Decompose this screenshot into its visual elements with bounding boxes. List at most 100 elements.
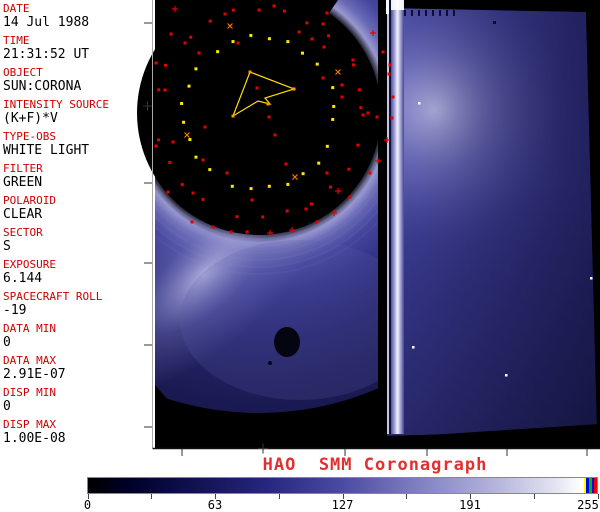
star-points (412, 102, 593, 377)
colorbar-flag-stripe (584, 478, 586, 493)
metadata-field: TYPE-OBS WHITE LIGHT (3, 130, 150, 162)
star (418, 102, 421, 105)
red-dot (183, 41, 187, 45)
orange-x-marker (184, 132, 190, 138)
red-dot (368, 171, 372, 175)
ring-dot (157, 88, 161, 92)
colorbar-tick (151, 494, 153, 499)
ring-dot (325, 144, 329, 148)
intensity-colorbar (87, 477, 598, 494)
colorbar-tick (406, 494, 408, 499)
red-dot (325, 11, 329, 15)
red-dot (391, 95, 395, 99)
ring-dot (331, 86, 335, 90)
ring-dot (267, 37, 271, 41)
field-label: DISP MAX (3, 418, 56, 431)
field-value: 14 Jul 1988 (3, 15, 90, 30)
red-dot (381, 50, 385, 54)
ring-dot (267, 184, 271, 188)
red-cross-marker (375, 158, 381, 164)
field-value: 0 (3, 335, 11, 350)
colorbar-tick (597, 494, 599, 499)
star (590, 277, 593, 280)
red-dot (166, 190, 170, 194)
metadata-field: TIME 21:31:52 UT (3, 34, 150, 66)
red-dot (361, 113, 365, 117)
orange-x-marker (227, 23, 233, 29)
red-dot (223, 12, 227, 16)
field-label: TIME (3, 34, 30, 47)
field-value: CLEAR (3, 207, 43, 222)
dust-blob (274, 327, 300, 357)
field-label: FILTER (3, 162, 43, 175)
image-axes (143, 0, 600, 456)
red-dot (245, 230, 249, 234)
ring-dot (359, 106, 363, 110)
ring-dot (286, 40, 290, 44)
ring-dot (317, 161, 321, 165)
diffuse-glow (180, 240, 385, 400)
metadata-field: DATA MAX 2.91E-07 (3, 354, 150, 386)
ring-dot (301, 172, 305, 176)
red-dot (321, 76, 325, 80)
dust-speck (268, 361, 272, 365)
red-dot (351, 58, 355, 62)
metadata-field: SECTOR S (3, 226, 150, 258)
photo-corner-lower-right (382, 424, 600, 448)
polygon-vertex-dot (266, 102, 270, 106)
red-dot (203, 125, 207, 129)
colorbar-tick (470, 494, 471, 499)
ring-dot (194, 155, 198, 159)
red-dot (273, 133, 277, 137)
red-dot (190, 220, 194, 224)
ring-dot (285, 209, 289, 213)
ring-dot (327, 34, 331, 38)
ring-dot (332, 104, 336, 108)
coronagraph-image-area (137, 0, 600, 458)
ring-dot (357, 88, 361, 92)
polygon-vertex-dot (292, 87, 296, 91)
field-label: DATA MAX (3, 354, 56, 367)
metadata-field: INTENSITY SOURCE (K+F)*V (3, 98, 150, 130)
ring-dot (187, 84, 191, 88)
red-dot (310, 37, 314, 41)
ring-dot (351, 63, 355, 67)
ring-dot (305, 21, 309, 25)
red-dot (340, 83, 344, 87)
colorbar-tick-label: 0 (83, 498, 92, 512)
colorbar-tick (215, 494, 216, 499)
field-label: SECTOR (3, 226, 43, 239)
red-dot (197, 51, 201, 55)
colorbar-tick-label: 63 (207, 498, 223, 512)
ring-dot (282, 9, 286, 13)
red-dot (236, 41, 240, 45)
polygon-vertex-dot (231, 114, 235, 118)
field-label: TYPE-OBS (3, 130, 56, 143)
ring-dot (231, 8, 235, 12)
ring-dot (310, 202, 313, 206)
metadata-field: DISP MIN 0 (3, 386, 150, 418)
red-dot (250, 198, 254, 202)
ring-dot (261, 215, 265, 219)
red-dot (211, 225, 215, 229)
red-dot (171, 140, 175, 144)
red-dot (154, 144, 158, 148)
metadata-field: OBJECT SUN:CORONA (3, 66, 150, 98)
field-label: SPACECRAFT ROLL (3, 290, 103, 303)
left-axis-cross (143, 101, 152, 111)
star (412, 346, 415, 349)
field-value: (K+F)*V (3, 111, 58, 126)
colorbar-tick (533, 494, 535, 499)
red-dot (225, 171, 229, 175)
colorbar-flag-stripe (592, 478, 594, 493)
field-label: INTENSITY SOURCE (3, 98, 109, 111)
field-value: WHITE LIGHT (3, 143, 90, 158)
red-dot (191, 191, 195, 195)
field-label: EXPOSURE (3, 258, 56, 271)
colorbar-tick (87, 494, 89, 499)
field-label: DATA MIN (3, 322, 56, 335)
occulter-pylon (378, 0, 404, 436)
colorbar-tick (278, 494, 280, 499)
red-cross-marker (289, 227, 295, 233)
red-cross-marker (384, 137, 390, 143)
